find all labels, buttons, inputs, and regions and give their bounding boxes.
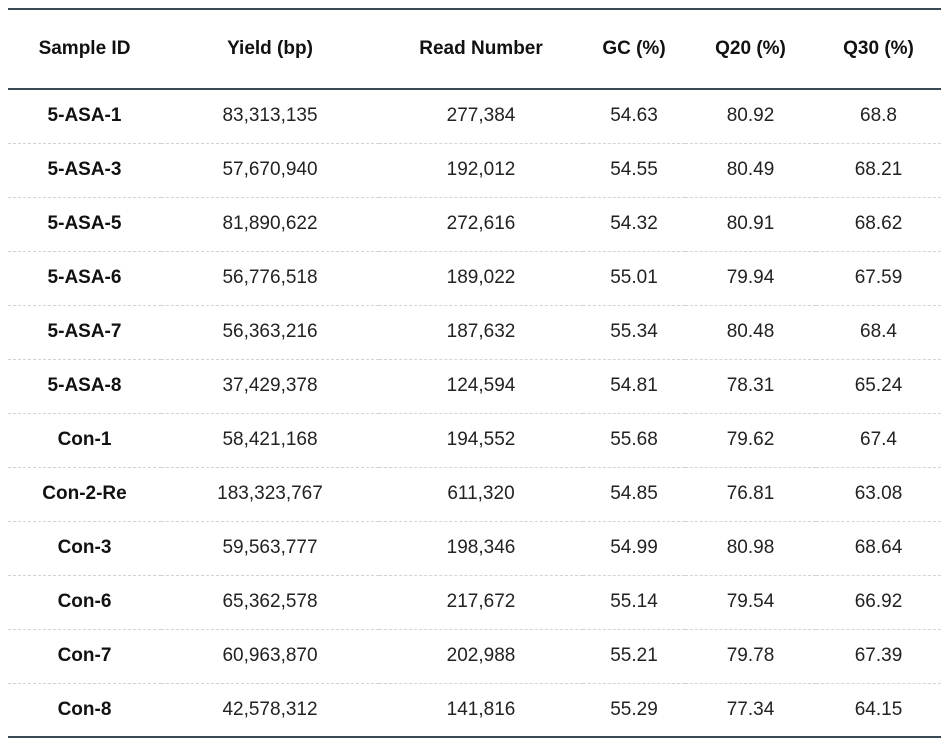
table-row: 5-ASA-8 37,429,378 124,594 54.81 78.31 65.24 bbox=[8, 359, 941, 413]
cell-yield: 59,563,777 bbox=[222, 537, 318, 558]
cell-read-number: 194,552 bbox=[446, 429, 516, 450]
cell-gc: 55.34 bbox=[610, 321, 658, 342]
cell-gc: 54.81 bbox=[610, 375, 658, 396]
table-row: Con-1 58,421,168 194,552 55.68 79.62 67.4 bbox=[8, 413, 941, 467]
cell-sample-id: 5-ASA-3 bbox=[47, 159, 122, 180]
sequencing-stats-table: Sample ID Yield (bp) Read Number GC (%) … bbox=[8, 8, 941, 738]
cell-yield: 58,421,168 bbox=[222, 429, 318, 450]
cell-read-number: 217,672 bbox=[446, 591, 516, 612]
cell-gc: 55.14 bbox=[610, 591, 658, 612]
table-body: 5-ASA-1 83,313,135 277,384 54.63 80.92 68.8 5-… bbox=[8, 89, 941, 737]
table-row: 5-ASA-6 56,776,518 189,022 55.01 79.94 67.59 bbox=[8, 251, 941, 305]
cell-gc: 55.68 bbox=[610, 429, 658, 450]
cell-read-number: 277,384 bbox=[446, 105, 516, 127]
cell-q30: 68.62 bbox=[854, 213, 903, 234]
cell-q20: 77.34 bbox=[726, 698, 775, 720]
cell-q30: 67.59 bbox=[854, 267, 903, 288]
cell-q20: 76.81 bbox=[726, 483, 775, 504]
cell-q30: 63.08 bbox=[854, 483, 903, 504]
cell-read-number: 611,320 bbox=[447, 483, 515, 504]
table-row: Con-6 65,362,578 217,672 55.14 79.54 66.92 bbox=[8, 575, 941, 629]
header-yield: Yield (bp) bbox=[227, 38, 313, 59]
cell-gc: 55.29 bbox=[610, 698, 658, 720]
cell-q30: 68.21 bbox=[854, 159, 903, 180]
cell-q30: 67.39 bbox=[854, 645, 903, 666]
cell-sample-id: 5-ASA-7 bbox=[47, 321, 122, 342]
cell-sample-id: Con-6 bbox=[57, 591, 112, 612]
cell-q20: 80.98 bbox=[726, 537, 775, 558]
table-row: 5-ASA-7 56,363,216 187,632 55.34 80.48 68.4 bbox=[8, 305, 941, 359]
cell-yield: 56,363,216 bbox=[222, 321, 318, 342]
table-row: Con-2-Re 183,323,767 611,320 54.85 76.81 63.0… bbox=[8, 467, 941, 521]
cell-q30: 65.24 bbox=[854, 375, 903, 396]
cell-yield: 37,429,378 bbox=[222, 375, 318, 396]
cell-sample-id: Con-3 bbox=[57, 537, 112, 558]
cell-sample-id: 5-ASA-1 bbox=[47, 105, 122, 127]
cell-gc: 54.55 bbox=[610, 159, 658, 180]
cell-yield: 183,323,767 bbox=[217, 483, 323, 504]
cell-yield: 60,963,870 bbox=[222, 645, 318, 666]
cell-read-number: 124,594 bbox=[446, 375, 516, 396]
cell-sample-id: 5-ASA-5 bbox=[47, 213, 122, 234]
cell-q30: 68.8 bbox=[860, 105, 897, 127]
cell-q20: 80.91 bbox=[726, 213, 775, 234]
table-row: Con-7 60,963,870 202,988 55.21 79.78 67.39 bbox=[8, 629, 941, 683]
cell-yield: 57,670,940 bbox=[222, 159, 318, 180]
header-read-number: Read Number bbox=[419, 38, 543, 59]
cell-q30: 68.64 bbox=[854, 537, 903, 558]
cell-q20: 80.48 bbox=[726, 321, 775, 342]
cell-read-number: 141,816 bbox=[446, 698, 516, 720]
cell-gc: 54.32 bbox=[610, 213, 658, 234]
cell-q20: 79.94 bbox=[726, 267, 775, 288]
header-row: Sample ID Yield (bp) Read Number GC (%) … bbox=[8, 9, 941, 89]
cell-sample-id: Con-8 bbox=[57, 698, 112, 720]
cell-q30: 64.15 bbox=[854, 698, 903, 720]
cell-read-number: 189,022 bbox=[446, 267, 516, 288]
cell-gc: 55.01 bbox=[610, 267, 658, 288]
cell-yield: 65,362,578 bbox=[222, 591, 318, 612]
header-q20: Q20 (%) bbox=[715, 38, 786, 59]
cell-read-number: 187,632 bbox=[446, 321, 516, 342]
cell-gc: 54.99 bbox=[610, 537, 658, 558]
cell-sample-id: 5-ASA-6 bbox=[47, 267, 122, 288]
cell-read-number: 192,012 bbox=[446, 159, 516, 180]
cell-yield: 42,578,312 bbox=[222, 698, 318, 720]
cell-sample-id: Con-1 bbox=[57, 429, 112, 450]
cell-q20: 78.31 bbox=[726, 375, 775, 396]
cell-q30: 66.92 bbox=[854, 591, 903, 612]
table-row: 5-ASA-1 83,313,135 277,384 54.63 80.92 68.8 bbox=[8, 89, 941, 143]
header-gc: GC (%) bbox=[602, 38, 666, 59]
cell-q20: 79.54 bbox=[726, 591, 775, 612]
table-row: Con-3 59,563,777 198,346 54.99 80.98 68.64 bbox=[8, 521, 941, 575]
cell-sample-id: Con-2-Re bbox=[42, 483, 127, 504]
cell-read-number: 272,616 bbox=[446, 213, 516, 234]
cell-yield: 83,313,135 bbox=[222, 105, 318, 127]
cell-gc: 54.85 bbox=[610, 483, 658, 504]
table-row: Con-8 42,578,312 141,816 55.29 77.34 64.15 bbox=[8, 683, 941, 737]
header-sample-id: Sample ID bbox=[38, 38, 131, 59]
cell-sample-id: 5-ASA-8 bbox=[47, 375, 122, 396]
sequencing-stats-table-container: Sample ID Yield (bp) Read Number GC (%) … bbox=[8, 8, 941, 738]
cell-read-number: 198,346 bbox=[446, 537, 516, 558]
header-q30: Q30 (%) bbox=[843, 38, 914, 59]
table-row: 5-ASA-5 81,890,622 272,616 54.32 80.91 68.62 bbox=[8, 197, 941, 251]
cell-yield: 56,776,518 bbox=[222, 267, 318, 288]
cell-yield: 81,890,622 bbox=[222, 213, 318, 234]
cell-q30: 67.4 bbox=[860, 429, 897, 450]
cell-q20: 80.92 bbox=[726, 105, 775, 127]
cell-gc: 55.21 bbox=[610, 645, 658, 666]
cell-q20: 79.62 bbox=[726, 429, 775, 450]
cell-q20: 80.49 bbox=[726, 159, 775, 180]
table-row: 5-ASA-3 57,670,940 192,012 54.55 80.49 68.21 bbox=[8, 143, 941, 197]
cell-q30: 68.4 bbox=[860, 321, 897, 342]
cell-q20: 79.78 bbox=[726, 645, 775, 666]
cell-read-number: 202,988 bbox=[446, 645, 516, 666]
cell-sample-id: Con-7 bbox=[57, 645, 112, 666]
table-header: Sample ID Yield (bp) Read Number GC (%) … bbox=[8, 9, 941, 89]
cell-gc: 54.63 bbox=[610, 105, 658, 127]
